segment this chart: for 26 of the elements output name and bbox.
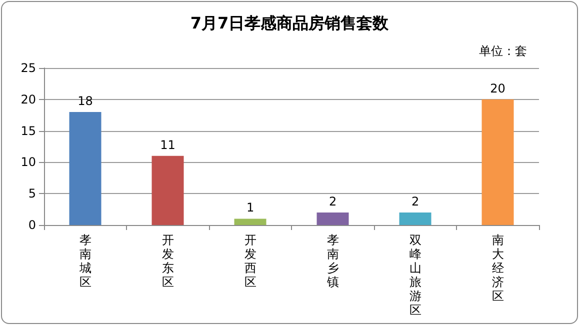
bar [234, 218, 266, 225]
y-tick-label: 25 [20, 61, 36, 75]
data-label: 20 [490, 81, 506, 96]
x-tick-label: 开发西区 [244, 233, 256, 289]
data-label: 11 [160, 138, 176, 152]
y-tick-label: 5 [28, 186, 36, 201]
bar [399, 212, 432, 225]
x-tick-label: 孝南乡镇 [326, 233, 339, 289]
bar [482, 99, 514, 225]
y-tick-label: 0 [28, 218, 36, 232]
chart-subtitle: 单位：套 [479, 44, 527, 58]
bar [69, 112, 102, 225]
x-tick-label: 双峰山旅游区 [409, 233, 422, 317]
y-tick-label: 10 [20, 155, 36, 170]
data-label: 18 [78, 94, 93, 108]
bar [316, 212, 349, 225]
x-tick-label: 孝南城区 [78, 233, 92, 289]
x-tick-label: 南大经济区 [492, 233, 504, 303]
y-tick-label: 15 [20, 124, 36, 138]
y-tick-label: 20 [20, 92, 36, 106]
data-label: 2 [411, 194, 420, 208]
data-label: 1 [246, 200, 254, 215]
bar [152, 156, 184, 225]
chart-title: 7月7日孝感商品房销售套数 [190, 14, 390, 32]
x-tick-label: 开发东区 [162, 233, 174, 289]
data-label: 2 [328, 194, 337, 208]
